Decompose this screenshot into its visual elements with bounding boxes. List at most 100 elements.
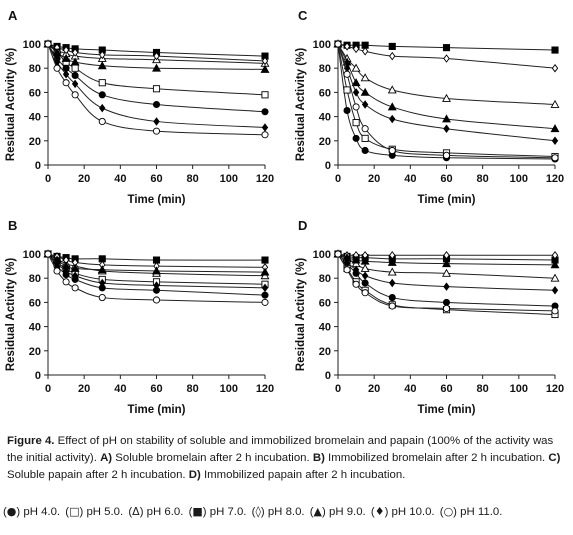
legend-item-ph6: (Δ) pH 6.0. (128, 505, 184, 518)
y-tick-label-c-80: 80 (319, 63, 331, 75)
data-point-d-circle-open-120 (551, 307, 559, 315)
x-tick-label-b-40: 40 (114, 383, 126, 395)
y-tick-label-d-100: 100 (313, 249, 331, 261)
legend-label-ph9: pH 9.0. (328, 506, 366, 518)
y-tick-label-c-60: 60 (319, 87, 331, 99)
data-point-a-square-open-120 (261, 91, 269, 99)
data-point-c-diamond-open-15 (361, 47, 369, 56)
caption-part-c-text: Soluble papain after 2 h incubation. (7, 469, 186, 481)
legend-label-ph8: pH 8.0. (267, 506, 305, 518)
data-point-c-triangle-filled-30 (387, 102, 397, 111)
x-tick-label-c-40: 40 (404, 173, 416, 185)
square-open-icon: □ (69, 505, 80, 518)
data-point-d-circle-filled-30 (388, 294, 396, 302)
data-point-c-square-open-10 (352, 119, 360, 127)
data-point-c-triangle-open-10 (351, 63, 361, 72)
x-tick-label-d-40: 40 (404, 383, 416, 395)
x-tick-label-a-100: 100 (220, 173, 238, 185)
data-point-c-diamond-open-5 (343, 42, 351, 51)
data-point-c-triangle-filled-60 (442, 114, 451, 123)
diamond-filled-icon: ♦ (374, 505, 385, 518)
square-filled-icon: ■ (192, 505, 203, 518)
data-point-c-triangle-open-60 (442, 93, 451, 102)
legend-item-ph7: (■) pH 7.0. (188, 505, 247, 518)
x-axis-title-b: Time (min) (128, 404, 186, 416)
panel-letter-a: A (8, 8, 18, 23)
data-point-d-triangle-open-15 (360, 263, 370, 272)
x-tick-label-a-120: 120 (256, 173, 274, 185)
data-point-a-triangle-filled-5 (52, 47, 62, 56)
data-point-c-square-filled-30 (388, 42, 396, 50)
x-tick-label-a-40: 40 (114, 173, 126, 185)
x-tick-label-a-0: 0 (45, 173, 51, 185)
caption-part-d-letter: D) (188, 469, 201, 481)
data-point-b-circle-open-120 (261, 298, 269, 306)
x-tick-label-c-20: 20 (368, 173, 380, 185)
legend-label-ph7: pH 7.0. (209, 506, 247, 518)
y-tick-label-d-40: 40 (319, 322, 331, 334)
data-point-d-circle-filled-15 (361, 279, 369, 287)
data-point-d-triangle-open-120 (550, 273, 560, 282)
data-point-b-square-filled-120 (261, 256, 269, 264)
data-point-a-diamond-open-30 (99, 50, 106, 60)
x-axis-title-a: Time (min) (128, 194, 186, 206)
data-point-c-diamond-filled-10 (352, 88, 360, 97)
x-tick-label-c-60: 60 (440, 173, 452, 185)
data-point-c-diamond-open-120 (551, 63, 559, 73)
data-point-d-diamond-filled-5 (343, 258, 351, 267)
x-tick-label-c-120: 120 (546, 173, 564, 185)
y-tick-label-d-60: 60 (319, 297, 331, 309)
data-point-c-square-filled-60 (442, 44, 451, 52)
data-point-a-diamond-filled-10 (62, 70, 70, 79)
data-point-b-circle-open-0 (44, 250, 52, 258)
y-tick-label-d-80: 80 (319, 273, 331, 285)
y-axis-title-d: Residual Activity (%) (295, 258, 307, 371)
data-point-a-circle-open-5 (53, 64, 61, 72)
data-point-d-triangle-open-60 (442, 268, 451, 277)
y-tick-label-b-100: 100 (23, 249, 41, 261)
y-tick-label-a-60: 60 (29, 87, 41, 99)
x-tick-label-c-100: 100 (510, 173, 528, 185)
y-tick-label-b-0: 0 (35, 370, 41, 382)
data-point-a-triangle-filled-10 (61, 53, 71, 62)
x-axis-title-c: Time (min) (418, 194, 476, 206)
figure-panels: A 0 20 40 60 80 100 0 20 40 60 80 100 120 Time (min) Re… (5, 8, 564, 416)
data-point-c-circle-open-30 (388, 146, 396, 155)
series-a-diamond-open (44, 39, 269, 66)
data-point-c-diamond-open-30 (389, 51, 396, 61)
caption-figure-label: Figure 4. (7, 435, 55, 447)
data-point-b-circle-open-5 (53, 267, 61, 275)
y-tick-label-c-100: 100 (313, 39, 331, 51)
y-tick-label-a-100: 100 (23, 39, 41, 51)
data-point-a-circle-filled-30 (98, 91, 106, 99)
data-point-b-circle-filled-120 (261, 291, 269, 299)
data-point-d-triangle-filled-30 (387, 257, 397, 266)
x-tick-label-c-0: 0 (335, 173, 341, 185)
data-point-a-diamond-open-15 (71, 48, 79, 57)
x-tick-label-d-120: 120 (546, 383, 564, 395)
legend-label-ph6: pH 6.0. (146, 506, 184, 518)
y-tick-label-d-20: 20 (319, 346, 331, 358)
data-point-b-diamond-filled-60 (153, 281, 160, 290)
data-point-c-circle-open-0 (334, 40, 342, 48)
triangle-filled-icon: ▲ (313, 505, 323, 518)
legend-item-ph10: (♦) pH 10.0. (370, 505, 435, 518)
data-point-d-circle-open-30 (388, 302, 396, 310)
data-point-a-diamond-filled-120 (261, 123, 269, 132)
data-point-a-circle-open-60 (152, 127, 161, 135)
data-point-a-circle-open-30 (98, 117, 106, 125)
data-point-c-circle-open-60 (442, 151, 451, 159)
data-point-d-diamond-filled-60 (443, 282, 450, 291)
series-c-diamond-filled (334, 39, 559, 146)
legend-label-ph4: pH 4.0. (23, 506, 61, 518)
x-tick-label-b-0: 0 (45, 383, 51, 395)
data-point-a-diamond-filled-15 (71, 79, 79, 89)
data-point-b-circle-open-30 (98, 294, 106, 302)
series-c-circle-open (334, 40, 559, 162)
data-point-c-triangle-open-120 (550, 99, 560, 108)
data-point-b-triangle-filled-60 (152, 266, 161, 275)
x-tick-label-d-60: 60 (440, 383, 452, 395)
data-point-c-triangle-open-30 (387, 85, 397, 94)
legend-item-ph11: (○) pH 11.0. (439, 505, 503, 518)
data-point-c-triangle-filled-10 (351, 78, 361, 87)
